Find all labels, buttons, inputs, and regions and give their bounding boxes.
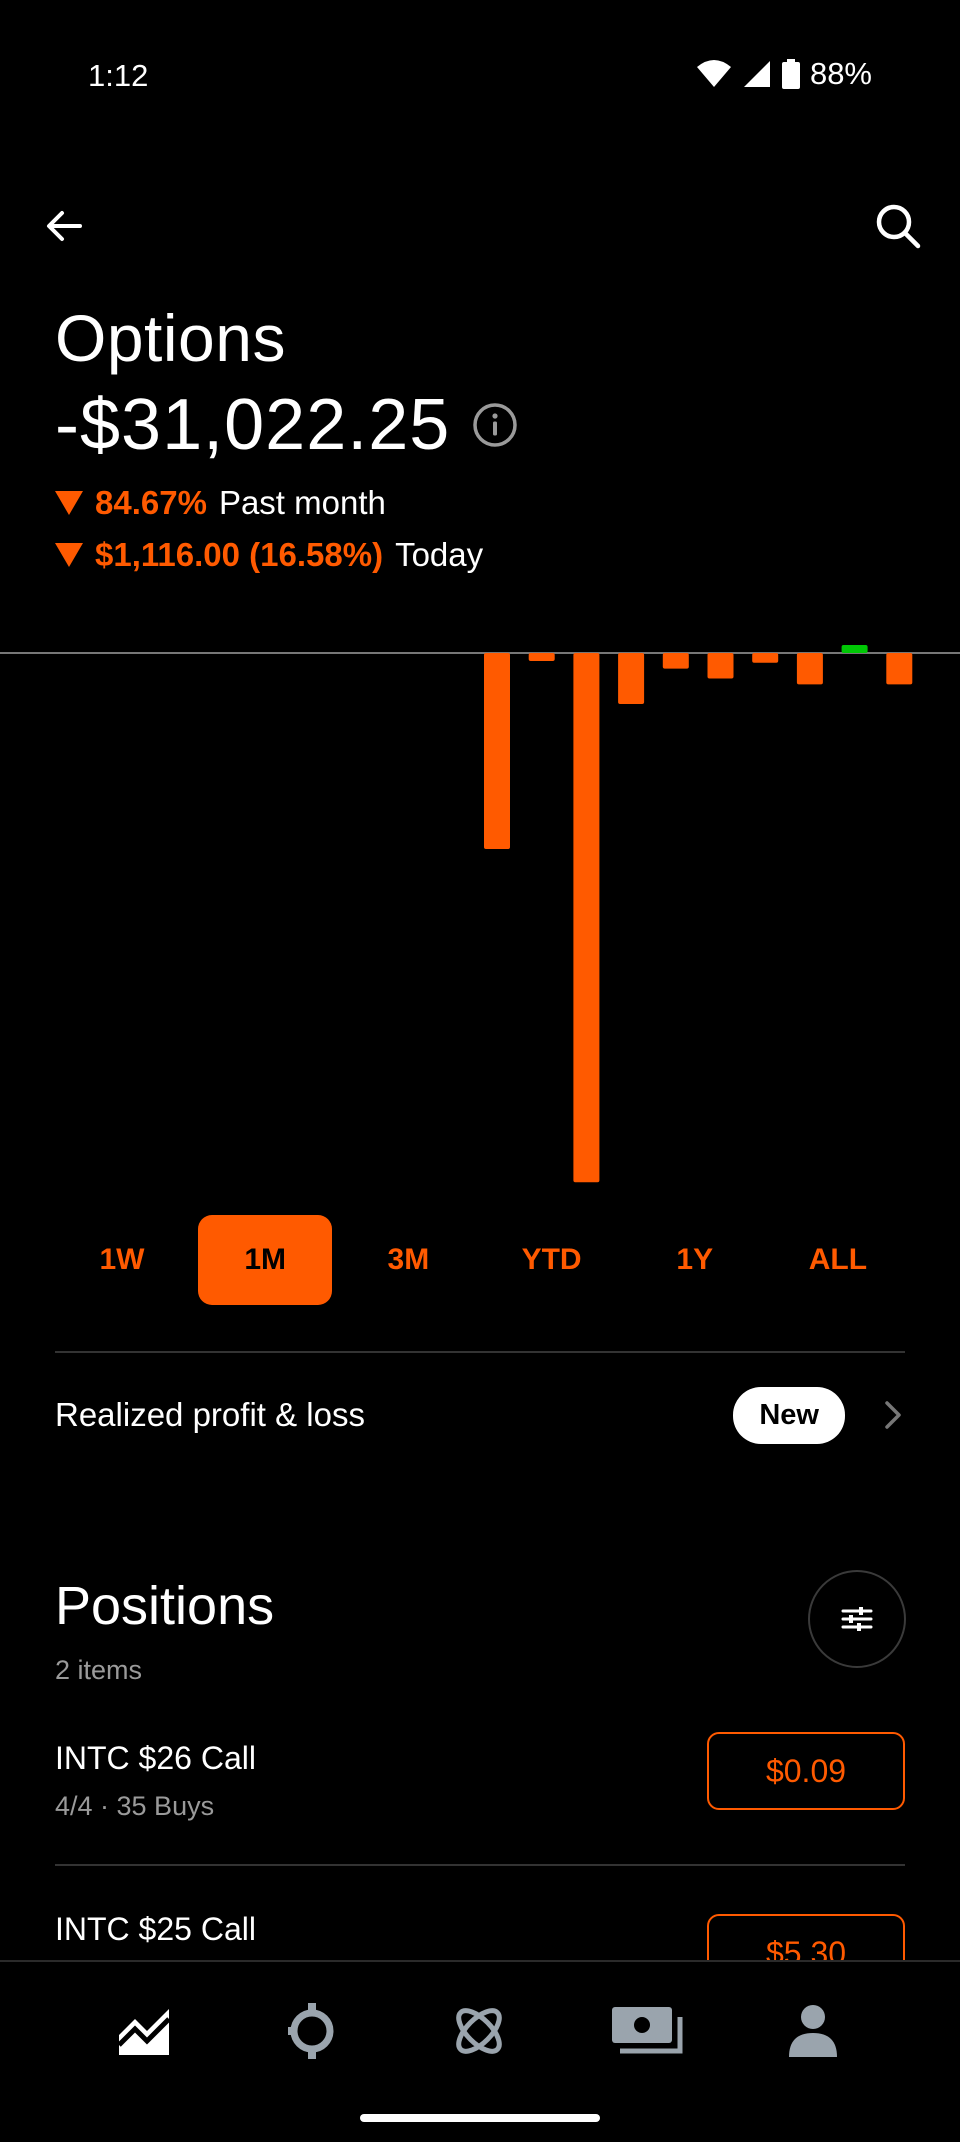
cash-icon bbox=[612, 2007, 683, 2054]
chart-bar bbox=[886, 653, 913, 685]
nav-cash[interactable] bbox=[610, 1998, 684, 2064]
page-title: Options bbox=[55, 301, 286, 375]
position-row[interactable]: INTC $26 Call 4/4 · 35 Buys $0.09 bbox=[55, 1732, 905, 1822]
chart-bar bbox=[796, 653, 823, 685]
tab-1y[interactable]: 1Y bbox=[676, 1243, 714, 1276]
change-month-value: 84.67% bbox=[95, 484, 207, 521]
change-month-label: Past month bbox=[218, 484, 386, 521]
divider bbox=[55, 1864, 905, 1866]
position-price-button[interactable]: $0.09 bbox=[707, 1732, 905, 1810]
position-name: INTC $26 Call bbox=[55, 1740, 256, 1776]
filter-button[interactable] bbox=[808, 1570, 906, 1668]
battery-percent: 88% bbox=[809, 56, 872, 91]
chart-bar bbox=[573, 653, 600, 1183]
tab-1w[interactable]: 1W bbox=[99, 1243, 145, 1276]
tab-ytd[interactable]: YTD bbox=[521, 1243, 582, 1276]
realized-pnl-label: Realized profit & loss bbox=[55, 1396, 365, 1433]
account-icon bbox=[789, 2005, 837, 2057]
nav-investing[interactable] bbox=[112, 1998, 178, 2064]
pnl-bar-chart[interactable] bbox=[0, 640, 960, 1200]
crypto-icon bbox=[288, 2003, 334, 2059]
status-icons: 88% bbox=[696, 56, 872, 92]
back-arrow-icon[interactable] bbox=[40, 202, 88, 250]
nav-explore[interactable] bbox=[446, 1998, 512, 2064]
position-sub: 4/4 · 35 Buys bbox=[55, 1791, 215, 1821]
change-today-label: Today bbox=[395, 536, 484, 573]
tab-1m[interactable]: 1M bbox=[198, 1215, 333, 1305]
chevron-right-icon bbox=[885, 1401, 901, 1429]
down-triangle-icon bbox=[55, 491, 83, 515]
chart-bar bbox=[618, 653, 645, 704]
value-row: -$31,022.25 bbox=[55, 384, 518, 466]
position-price-button[interactable]: $5.30 bbox=[707, 1914, 905, 1960]
positions-count: 2 items bbox=[55, 1655, 143, 1685]
top-nav bbox=[0, 190, 960, 260]
options-total-value: -$31,022.25 bbox=[55, 385, 451, 465]
nav-account[interactable] bbox=[780, 1998, 846, 2064]
sliders-icon bbox=[841, 1607, 873, 1631]
position-row[interactable]: INTC $25 Call $5.30 bbox=[55, 1911, 905, 1960]
chart-bar bbox=[841, 645, 868, 653]
wifi-icon bbox=[696, 60, 731, 87]
divider bbox=[55, 1351, 905, 1353]
home-indicator bbox=[360, 2114, 600, 2122]
bottom-nav bbox=[0, 1960, 960, 2142]
position-name: INTC $25 Call bbox=[55, 1911, 256, 1947]
battery-icon bbox=[781, 59, 800, 89]
info-icon[interactable] bbox=[472, 402, 518, 448]
chart-bar bbox=[752, 653, 779, 663]
nav-crypto[interactable] bbox=[279, 1998, 345, 2064]
new-badge: New bbox=[733, 1386, 845, 1444]
change-today-value: $1,116.00 (16.58%) bbox=[95, 536, 384, 573]
realized-pnl-row[interactable]: Realized profit & loss New bbox=[55, 1380, 905, 1450]
positions-title: Positions bbox=[55, 1576, 275, 1636]
chart-bar bbox=[707, 653, 734, 679]
range-tabs: 1W 1M 3M YTD 1Y ALL bbox=[55, 1215, 905, 1305]
status-time: 1:12 bbox=[88, 58, 149, 93]
tab-all[interactable]: ALL bbox=[808, 1243, 868, 1276]
change-month: 84.67% Past month bbox=[55, 484, 518, 522]
change-today: $1,116.00 (16.58%) Today bbox=[55, 536, 518, 574]
chart-bar bbox=[484, 653, 510, 849]
chart-bars bbox=[484, 645, 913, 1183]
chart-bar bbox=[528, 653, 555, 661]
atom-icon bbox=[456, 2008, 502, 2054]
chart-bar bbox=[662, 653, 689, 669]
tab-3m[interactable]: 3M bbox=[387, 1243, 430, 1276]
search-icon[interactable] bbox=[872, 200, 924, 252]
chart-icon bbox=[117, 2009, 171, 2055]
down-triangle-icon bbox=[55, 543, 83, 567]
signal-icon bbox=[743, 61, 770, 87]
status-bar: 1:12 88% bbox=[0, 0, 960, 150]
portfolio-header: Options -$31,022.25 84.67% Past month $1… bbox=[55, 300, 518, 574]
